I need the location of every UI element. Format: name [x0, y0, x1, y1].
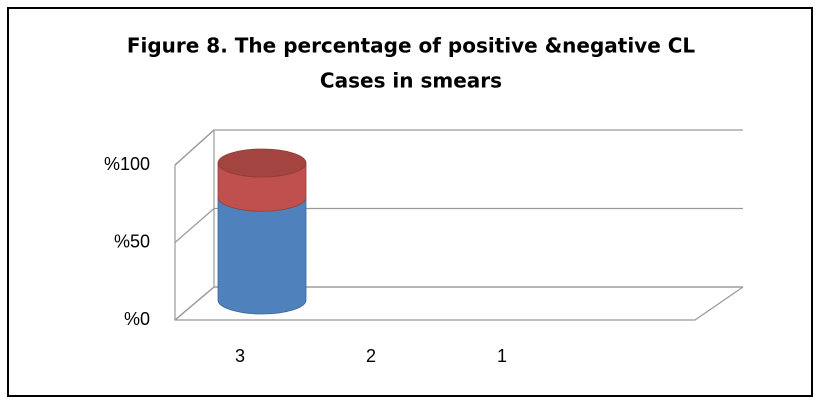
y-tick-label: %0	[124, 309, 150, 329]
y-tick-label: %100	[104, 154, 150, 174]
grid-line	[174, 129, 743, 166]
grid-line	[174, 207, 743, 243]
cylinder-top	[217, 148, 307, 178]
chart-title: Cases in smears	[320, 69, 502, 93]
grid-line	[174, 286, 743, 321]
y-tick-label: %50	[114, 231, 150, 251]
chart-frame	[7, 7, 813, 397]
chart-title: Figure 8. The percentage of positive &ne…	[127, 34, 696, 58]
x-tick-label: 3	[235, 346, 245, 366]
x-tick-label: 1	[497, 346, 507, 366]
cylinder-segment	[217, 197, 307, 315]
x-tick-label: 2	[366, 346, 376, 366]
